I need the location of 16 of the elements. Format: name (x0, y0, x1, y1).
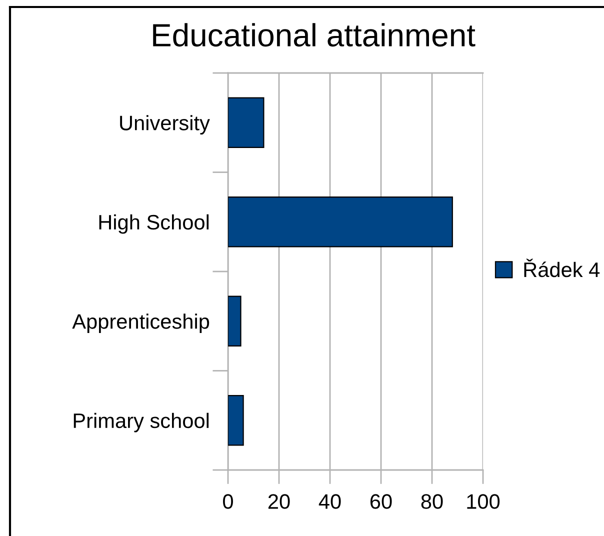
x-tick-label: 0 (223, 494, 233, 509)
bar (228, 395, 244, 446)
bar (228, 196, 453, 248)
y-tick-label: Apprenticeship (72, 314, 210, 333)
x-tick-label: 40 (318, 494, 341, 509)
x-tick-label: 100 (467, 494, 500, 509)
legend-label: Řádek 4 (524, 258, 600, 278)
x-tick-label: 20 (268, 494, 290, 509)
chart-title: Educational attainment (153, 23, 476, 47)
x-tick-label: 80 (421, 494, 443, 509)
y-tick-label: High School (99, 214, 209, 234)
y-tick-label: University (120, 115, 210, 134)
y-tick-label: Primary school (74, 412, 209, 432)
bar (228, 97, 264, 148)
x-tick-label: 60 (370, 494, 392, 509)
bar (228, 296, 242, 346)
